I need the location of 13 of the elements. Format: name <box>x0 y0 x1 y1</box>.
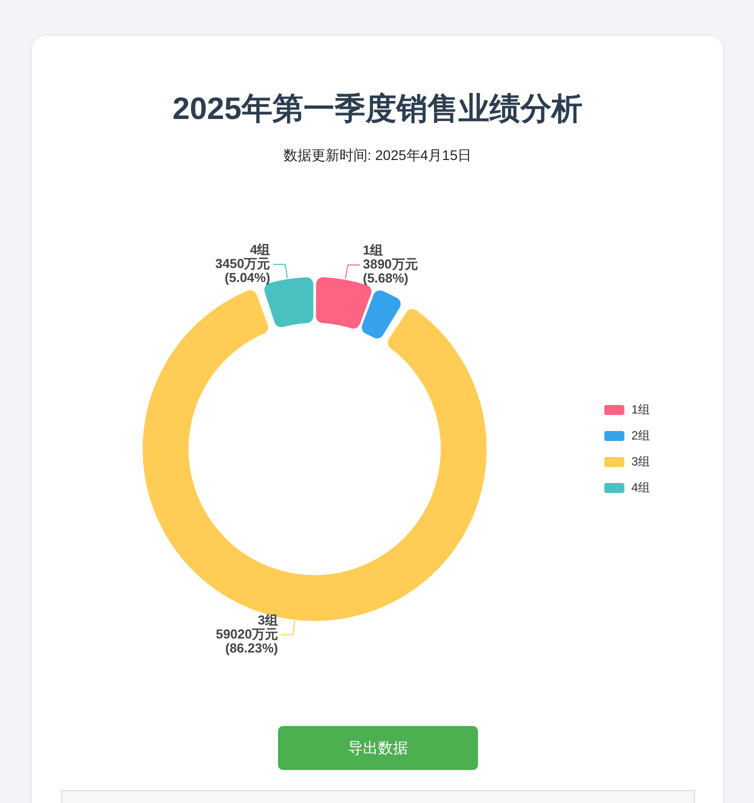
legend-label: 2组 <box>631 428 650 442</box>
legend-label: 1组 <box>631 402 650 416</box>
slice-label: 1组 <box>362 242 384 258</box>
data-label: 59020万元 (86.23%) <box>216 626 278 656</box>
text: 导出数据 <box>278 726 478 770</box>
legend-label: 3组 <box>631 454 650 468</box>
data-label: 3890万元 (5.68%) <box>362 256 418 286</box>
legend-label: 4组 <box>631 480 650 494</box>
slice-label: 4组 <box>250 242 270 257</box>
chart-subtitle: 数据更新时间: 2025年4月15日 <box>282 147 473 165</box>
slice-label: 3组 <box>258 612 278 628</box>
chart-title: 2025年第一季度销售业绩分析 <box>172 90 584 128</box>
data-label: 3450万元 (5.04%) <box>215 256 270 285</box>
